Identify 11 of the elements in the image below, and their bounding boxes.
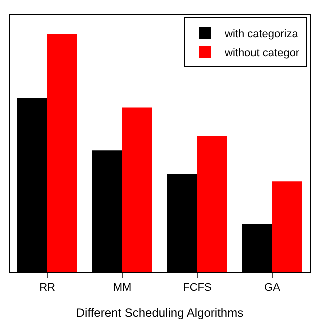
x-tick-label: RR [40,282,56,294]
legend-label: without categor [224,47,300,60]
bar [122,108,152,272]
bar [48,34,78,272]
bar [272,182,302,272]
x-tick-label: FCFS [183,282,212,294]
x-axis-title: Different Scheduling Algorithms [76,306,244,320]
legend-label: with categoriza [224,28,300,40]
x-tick-label: MM [113,282,132,294]
bar [198,136,228,272]
x-tick-label: GA [264,282,282,294]
